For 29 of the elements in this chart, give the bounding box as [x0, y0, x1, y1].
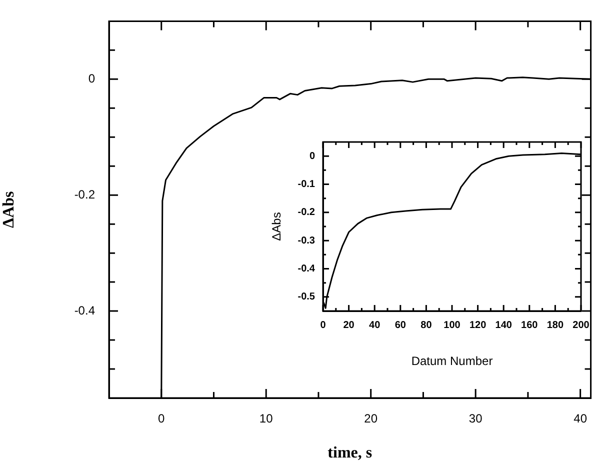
x-tick-label: 20 — [364, 412, 378, 426]
x-tick-label: 100 — [444, 320, 461, 331]
x-tick-label: 180 — [546, 320, 564, 331]
y-axis-title: ΔAbs — [270, 212, 284, 241]
x-tick-label: 60 — [394, 320, 406, 331]
x-axis-title: Datum Number — [411, 354, 493, 368]
x-tick-label: 40 — [369, 320, 381, 331]
y-tick-label: 0 — [309, 150, 316, 162]
x-tick-label: 80 — [420, 320, 432, 331]
y-tick-label: -0.2 — [74, 187, 96, 202]
y-axis-title: ΔAbs — [0, 191, 18, 228]
x-tick-label: 140 — [495, 320, 512, 331]
y-tick-label: -0.1 — [298, 179, 316, 190]
x-tick-label: 40 — [574, 412, 588, 426]
x-tick-label: 160 — [521, 320, 538, 331]
y-tick-label: -0.3 — [298, 235, 316, 246]
x-axis-title: time, s — [328, 444, 372, 462]
x-tick-label: 10 — [259, 412, 274, 426]
x-tick-label: 200 — [572, 320, 590, 331]
x-tick-label: 0 — [320, 320, 326, 331]
x-tick-label: 30 — [468, 412, 483, 426]
x-tick-label: 20 — [343, 320, 355, 331]
x-tick-label: 0 — [158, 412, 166, 426]
y-tick-label: -0.5 — [298, 292, 316, 303]
y-tick-label: -0.2 — [298, 207, 316, 218]
x-tick-label: 120 — [469, 320, 487, 331]
y-tick-label: -0.4 — [298, 264, 316, 274]
y-tick-label: -0.4 — [74, 303, 96, 318]
y-tick-label: 0 — [88, 71, 96, 86]
